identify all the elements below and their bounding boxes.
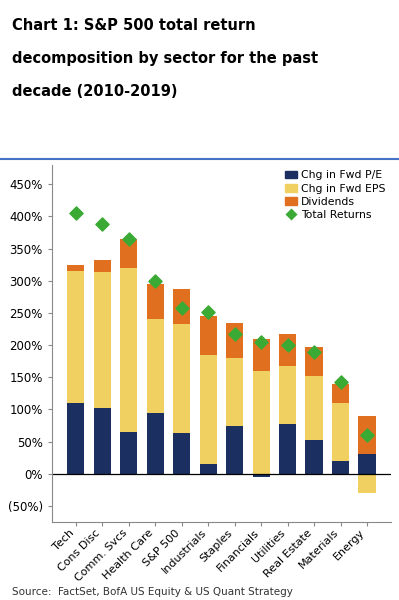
Bar	[67, 271, 85, 403]
Bar	[226, 358, 243, 425]
Bar	[200, 316, 217, 355]
Bar	[94, 407, 111, 474]
Bar	[120, 239, 137, 268]
Bar	[200, 464, 217, 474]
Bar	[306, 376, 323, 440]
Bar	[173, 433, 190, 474]
Bar	[358, 454, 375, 474]
Bar	[332, 403, 349, 461]
Bar	[147, 319, 164, 413]
Bar	[358, 474, 375, 493]
Legend: Chg in Fwd P/E, Chg in Fwd EPS, Dividends, Total Returns: Chg in Fwd P/E, Chg in Fwd EPS, Dividend…	[285, 170, 385, 220]
Total Returns	[179, 303, 185, 313]
Bar	[226, 323, 243, 358]
Bar	[67, 403, 85, 474]
Total Returns	[284, 340, 291, 350]
Text: Chart 1: S&P 500 total return: Chart 1: S&P 500 total return	[12, 18, 256, 33]
Bar	[332, 461, 349, 474]
Bar	[226, 425, 243, 474]
Bar	[253, 474, 270, 477]
Bar	[147, 413, 164, 474]
Bar	[67, 265, 85, 271]
Total Returns	[231, 329, 238, 338]
Bar	[358, 416, 375, 454]
Bar	[173, 324, 190, 433]
Bar	[279, 424, 296, 474]
Bar	[279, 365, 296, 424]
Total Returns	[205, 307, 211, 316]
Total Returns	[73, 208, 79, 218]
Bar	[253, 338, 270, 371]
Bar	[253, 371, 270, 474]
Bar	[332, 384, 349, 403]
Total Returns	[337, 377, 344, 386]
Text: decade (2010-2019): decade (2010-2019)	[12, 84, 178, 99]
Bar	[306, 440, 323, 474]
Text: decomposition by sector for the past: decomposition by sector for the past	[12, 51, 318, 66]
Total Returns	[311, 347, 317, 356]
Bar	[147, 284, 164, 319]
Bar	[120, 432, 137, 474]
Bar	[306, 347, 323, 376]
Bar	[120, 268, 137, 432]
Total Returns	[126, 234, 132, 244]
Total Returns	[99, 220, 106, 229]
Total Returns	[152, 276, 158, 286]
Total Returns	[364, 430, 370, 440]
Bar	[94, 272, 111, 407]
Bar	[94, 260, 111, 272]
Bar	[279, 334, 296, 365]
Bar	[173, 289, 190, 324]
Bar	[200, 355, 217, 464]
Total Returns	[258, 337, 264, 347]
Text: Source:  FactSet, BofA US Equity & US Quant Strategy: Source: FactSet, BofA US Equity & US Qua…	[12, 587, 293, 597]
